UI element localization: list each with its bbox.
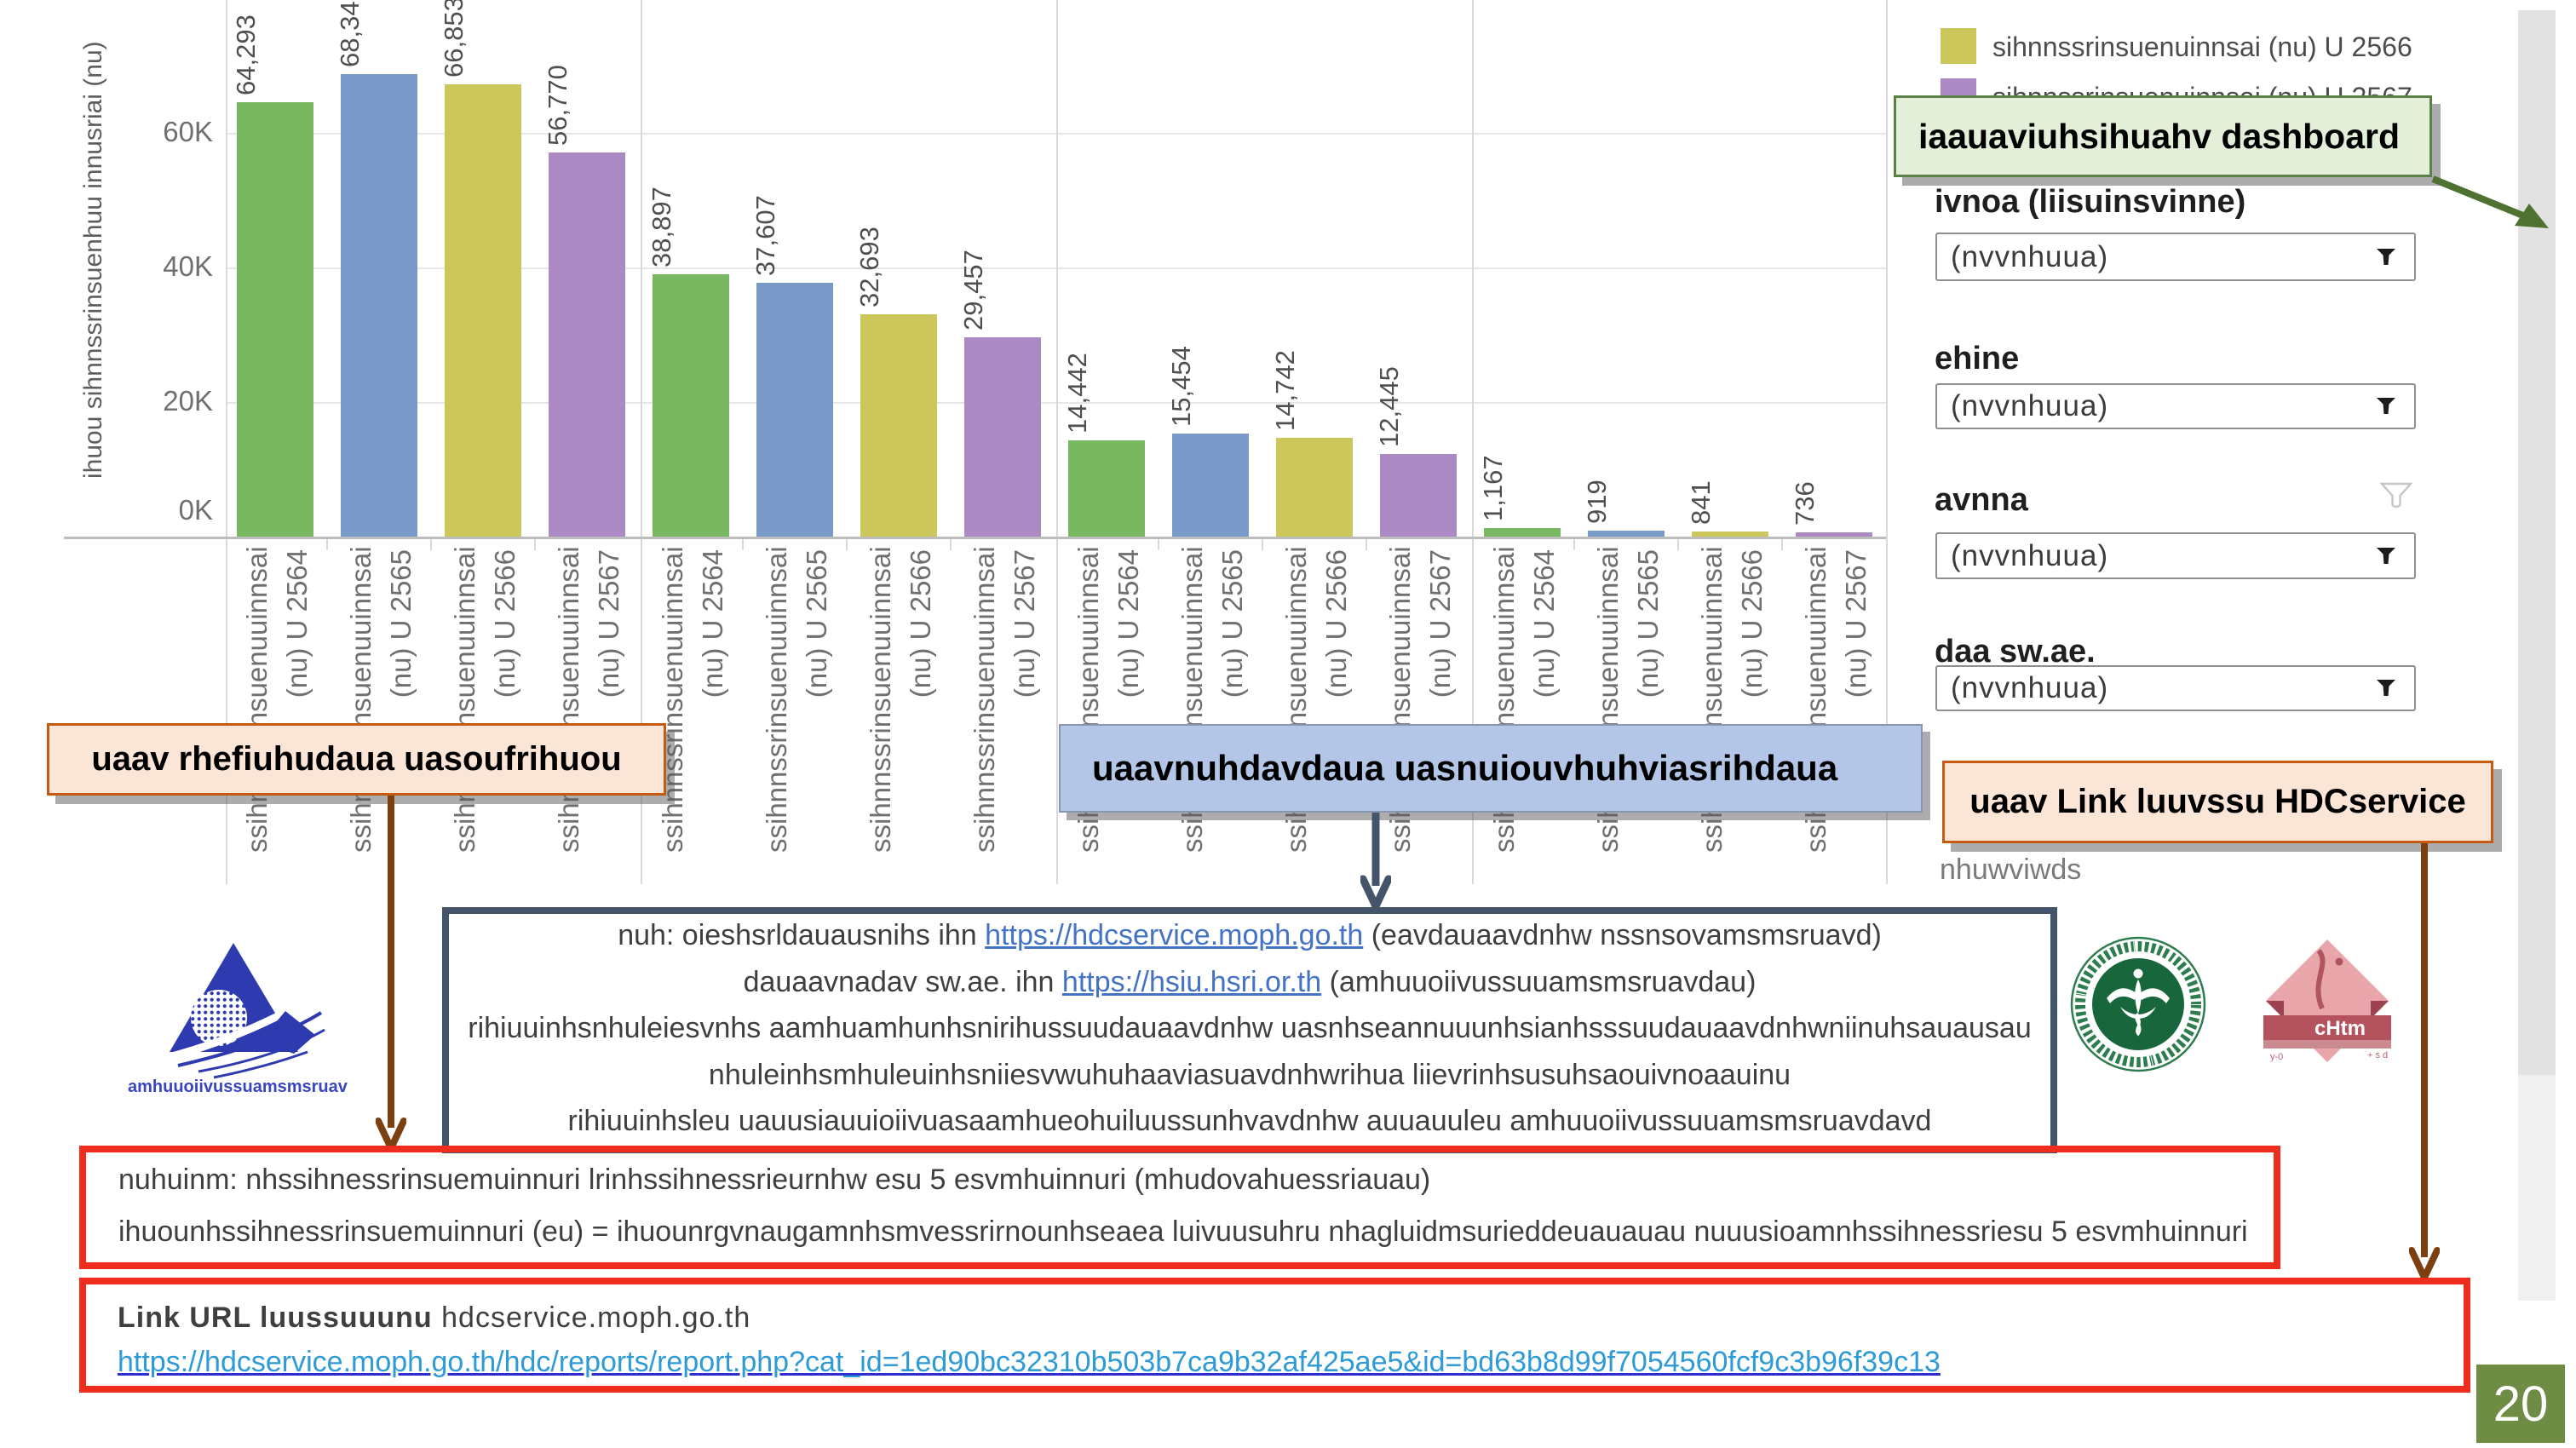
- svg-text:+ s d: + s d: [2367, 1050, 2388, 1060]
- svg-text:y-0: y-0: [2270, 1052, 2283, 1062]
- svg-text:cHtm: cHtm: [2314, 1017, 2366, 1040]
